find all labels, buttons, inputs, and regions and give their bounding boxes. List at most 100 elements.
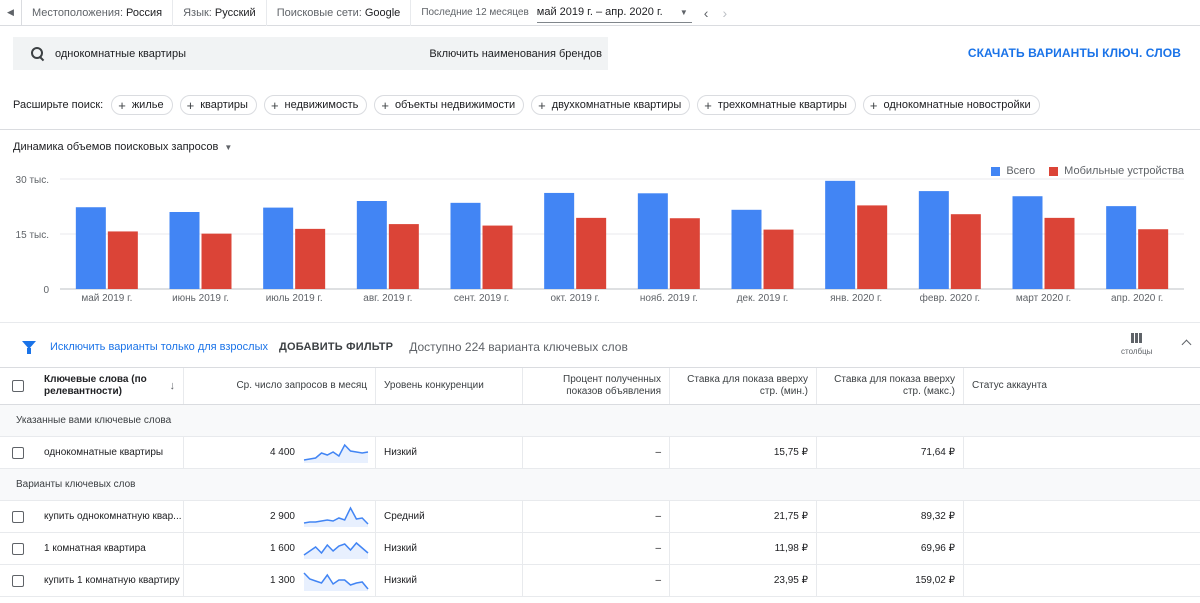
bar-total [918,191,949,289]
col-account-status[interactable]: Статус аккаунта [964,368,1200,404]
col-keyword-label: Ключевые слова (по релевантности) [44,374,147,397]
col-bid-low[interactable]: Ставка для показа вверху стр. (мин.) [670,368,817,404]
bar-total [356,201,387,289]
bid-low-cell: 23,95 ₽ [670,565,817,596]
keyword-cell[interactable]: купить однокомнатную квар... [35,501,184,532]
suggestion-chip[interactable]: + объекты недвижимости [374,95,525,115]
dropdown-caret-icon: ▼ [224,142,233,152]
impression-share-cell: – [523,533,670,564]
competition-cell: Низкий [376,565,523,596]
col-bid-high-label: Ставка для показа вверху стр. (макс.) [834,374,955,397]
trend-sparkline[interactable] [303,505,369,528]
location-filter[interactable]: Местоположения: Россия [22,0,174,26]
suggestion-chip[interactable]: + трехкомнатные квартиры [697,95,856,115]
language-filter[interactable]: Язык: Русский [173,0,267,26]
previous-period-icon[interactable]: ‹ [703,4,709,21]
x-tick-label: июнь 2019 г. [172,293,229,304]
language-value: Русский [214,6,256,19]
y-tick-label: 15 тыс. [16,230,49,241]
bar-total [544,192,575,289]
legend-item-total[interactable]: Всего [991,165,1035,177]
collapse-left-icon[interactable]: ◀ [0,0,22,26]
row-checkbox[interactable] [11,510,24,523]
row-checkbox[interactable] [11,542,24,555]
col-avg-searches-label: Ср. число запросов в месяц [236,380,367,391]
date-range-select[interactable]: май 2019 г. – апр. 2020 г. ▼ [536,3,692,23]
divider [0,322,1200,323]
sparkline-line [303,505,369,525]
select-all-checkbox[interactable] [11,380,24,392]
bid-high-cell: 89,32 ₽ [817,501,964,532]
chip-label: недвижимость [284,99,359,111]
bar-total [450,202,481,289]
trend-sparkline[interactable] [303,570,369,592]
divider [0,129,1200,130]
language-label: Язык: [183,6,212,19]
suggestion-chip[interactable]: + однокомнатные новостройки [862,95,1040,115]
keyword-search-box[interactable]: однокомнатные квартиры Включить наименов… [13,37,608,70]
legend-swatch-total [991,166,1001,176]
bar-mobile [482,225,513,289]
x-tick-label: янв. 2020 г. [830,293,882,304]
chart-legend: Всего Мобильные устройства [977,165,1184,177]
bar-total [1012,196,1043,289]
row-checkbox[interactable] [11,446,24,459]
keyword-cell[interactable]: 1 комнатная квартира [35,533,184,564]
keyword-cell[interactable]: купить 1 комнатную квартиру [35,565,184,596]
bar-mobile [669,218,700,289]
col-keyword[interactable]: Ключевые слова (по релевантности) ↓ [35,368,184,404]
table-row[interactable]: однокомнатные квартиры 4 400 Низкий –15,75 … [0,437,1200,469]
account-status-cell [964,533,1200,564]
account-status-cell [964,565,1200,596]
legend-item-mobile[interactable]: Мобильные устройства [1049,165,1184,177]
table-row[interactable]: 1 комнатная квартира 1 600 Низкий –11,98 ₽6… [0,533,1200,565]
download-keywords-button[interactable]: СКАЧАТЬ ВАРИАНТЫ КЛЮЧ. СЛОВ [967,46,1181,60]
chevron-up-icon[interactable] [1182,338,1192,348]
plus-icon: + [538,97,546,113]
columns-button[interactable]: столбцы [1121,330,1152,356]
bid-low-cell: 11,98 ₽ [670,533,817,564]
y-tick-label: 30 тыс. [16,175,49,186]
suggestion-chip[interactable]: + жилье [111,95,173,115]
table-row[interactable]: купить однокомнатную квар... 2 900 Средний… [0,501,1200,533]
volume-value: 1 600 [269,543,295,554]
competition-cell: Средний [376,501,523,532]
bar-mobile [295,228,326,289]
chart-metric-select[interactable]: Динамика объемов поисковых запросов ▼ [13,141,232,153]
exclude-adult-filter[interactable]: Исключить варианты только для взрослых [50,341,268,353]
bar-mobile [576,217,607,289]
chart-metric-label: Динамика объемов поисковых запросов [13,141,219,153]
filter-icon[interactable] [22,340,36,354]
competition-cell: Низкий [376,437,523,468]
network-filter[interactable]: Поисковые сети: Google [267,0,412,26]
account-status-cell [964,501,1200,532]
volume-cell: 4 400 [184,437,376,468]
keyword-cell[interactable]: однокомнатные квартиры [35,437,184,468]
col-competition[interactable]: Уровень конкуренции [376,368,523,404]
suggestion-chip[interactable]: + квартиры [179,95,257,115]
col-avg-searches[interactable]: Ср. число запросов в месяц [184,368,376,404]
table-row[interactable]: купить 1 комнатную квартиру 1 300 Низкий –2… [0,565,1200,597]
trend-sparkline[interactable] [303,538,369,560]
add-filter-button[interactable]: ДОБАВИТЬ ФИЛЬТР [279,341,394,353]
col-impression-share[interactable]: Процент полученных показов объявления [523,368,670,404]
suggestion-chip[interactable]: + двухкомнатные квартиры [531,95,691,115]
volume-cell: 1 300 [184,565,376,596]
suggestion-chip[interactable]: + недвижимость [263,95,368,115]
plus-icon: + [869,97,878,113]
include-brands-toggle[interactable]: Включить наименования брендов [429,47,602,60]
volume-cell: 1 600 [184,533,376,564]
row-checkbox[interactable] [11,574,24,587]
sparkline-line [303,571,369,589]
top-filter-bar: ◀ Местоположения: Россия Язык: Русский П… [0,0,1200,26]
chip-label: однокомнатные новостройки [883,99,1031,111]
volume-value: 1 300 [269,575,295,586]
bar-total [1106,206,1137,289]
col-bid-high[interactable]: Ставка для показа вверху стр. (макс.) [817,368,964,404]
bar-total [169,212,200,289]
next-period-icon[interactable]: › [722,4,728,21]
trend-sparkline[interactable] [303,442,369,464]
group-header-provided: Указанные вами ключевые слова [0,405,1200,437]
search-query[interactable]: однокомнатные квартиры [55,47,186,60]
volume-value: 2 900 [269,511,295,522]
